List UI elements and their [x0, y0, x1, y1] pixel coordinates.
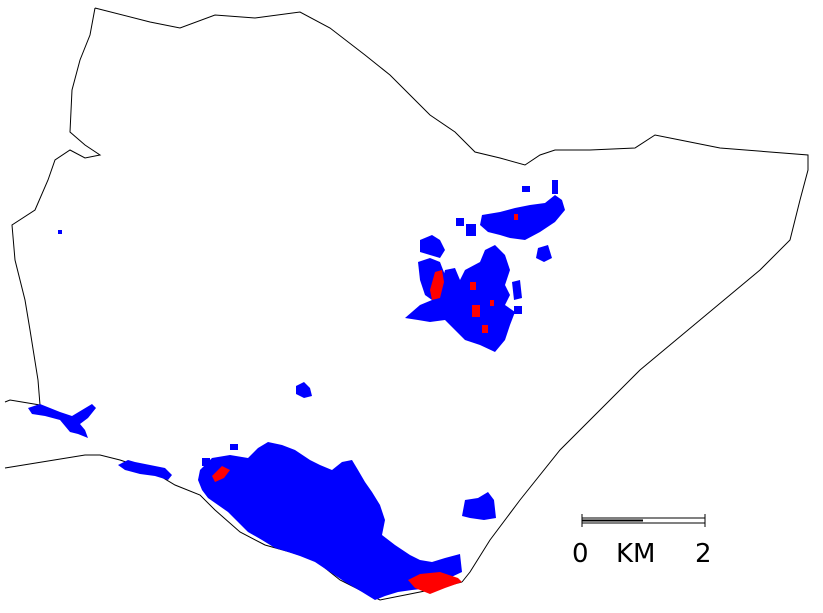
- blue-area-small-4: [552, 180, 558, 194]
- red-area-central-3: [472, 305, 480, 317]
- blue-area-small-3: [522, 186, 530, 192]
- blue-area-small-1: [456, 218, 464, 226]
- red-areas: [212, 214, 518, 594]
- red-area-central-6: [490, 300, 494, 306]
- blue-area-middle-patch: [296, 382, 312, 398]
- blue-area-small-7: [58, 230, 62, 234]
- blue-area-small-2: [466, 224, 476, 236]
- red-area-central-1: [430, 270, 444, 300]
- district-boundary: [4, 7, 809, 601]
- red-area-south-2: [408, 572, 462, 594]
- red-area-south-1: [212, 466, 230, 482]
- blue-area-southeast: [462, 492, 496, 520]
- blue-area-south-dot-1: [230, 444, 238, 450]
- scale-bar-unit-label: KM: [616, 539, 655, 569]
- scale-bar-start-label: 0: [572, 539, 589, 569]
- scale-bar-end-label: 2: [695, 539, 712, 569]
- blue-area-south-small: [118, 460, 172, 480]
- blue-area-central-east2: [512, 280, 522, 300]
- red-area-central-4: [482, 325, 488, 333]
- blue-area-central-east: [536, 245, 552, 262]
- blue-area-central-north: [480, 195, 565, 240]
- blue-area-small-5: [500, 258, 506, 266]
- scale-bar: 0 KM 2: [572, 514, 712, 569]
- blue-area-small-6: [514, 306, 522, 314]
- red-area-central-5: [514, 214, 518, 220]
- blue-area-south-main: [198, 442, 462, 600]
- blue-area-central-west: [420, 235, 445, 258]
- red-area-central-2: [470, 282, 476, 290]
- blue-area-west: [28, 404, 96, 438]
- blue-areas: [28, 180, 565, 600]
- blue-area-south-dot-2: [202, 458, 210, 466]
